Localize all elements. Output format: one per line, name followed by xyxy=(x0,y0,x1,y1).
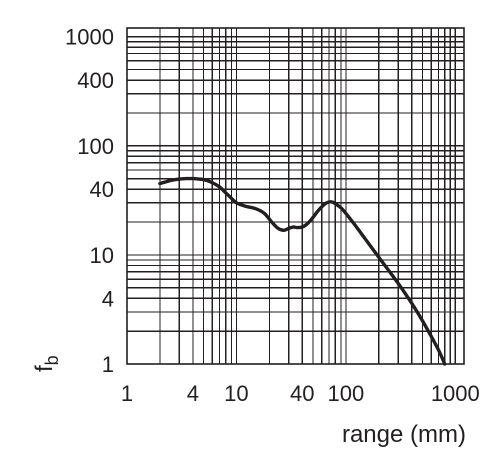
y-tick-labels: 1 4 10 40 100 400 1000 xyxy=(65,25,114,377)
y-axis-title-sub: b xyxy=(42,355,62,365)
x-tick-label: 100 xyxy=(328,381,365,406)
x-tick-label: 1 xyxy=(121,381,133,406)
grid xyxy=(126,28,464,365)
y-tick-label: 1 xyxy=(102,352,114,377)
y-tick-label: 100 xyxy=(77,134,114,159)
x-tick-label: 10 xyxy=(224,381,248,406)
y-tick-label: 1000 xyxy=(65,25,114,50)
plot-frame xyxy=(126,27,465,365)
y-tick-label: 4 xyxy=(102,286,114,311)
x-tick-label: 4 xyxy=(187,381,199,406)
x-tick-label: 40 xyxy=(290,381,314,406)
x-tick-labels: 1 4 10 40 100 1000 xyxy=(121,381,480,406)
y-tick-label: 10 xyxy=(90,243,114,268)
y-tick-label: 400 xyxy=(77,68,114,93)
series xyxy=(158,176,447,366)
y-axis-title: fb xyxy=(31,355,62,372)
series-line xyxy=(158,176,447,366)
x-axis-title: range (mm) xyxy=(342,421,466,448)
y-axis-title-main: f xyxy=(31,365,58,372)
y-tick-label: 40 xyxy=(90,177,114,202)
x-tick-label: 1000 xyxy=(431,381,480,406)
